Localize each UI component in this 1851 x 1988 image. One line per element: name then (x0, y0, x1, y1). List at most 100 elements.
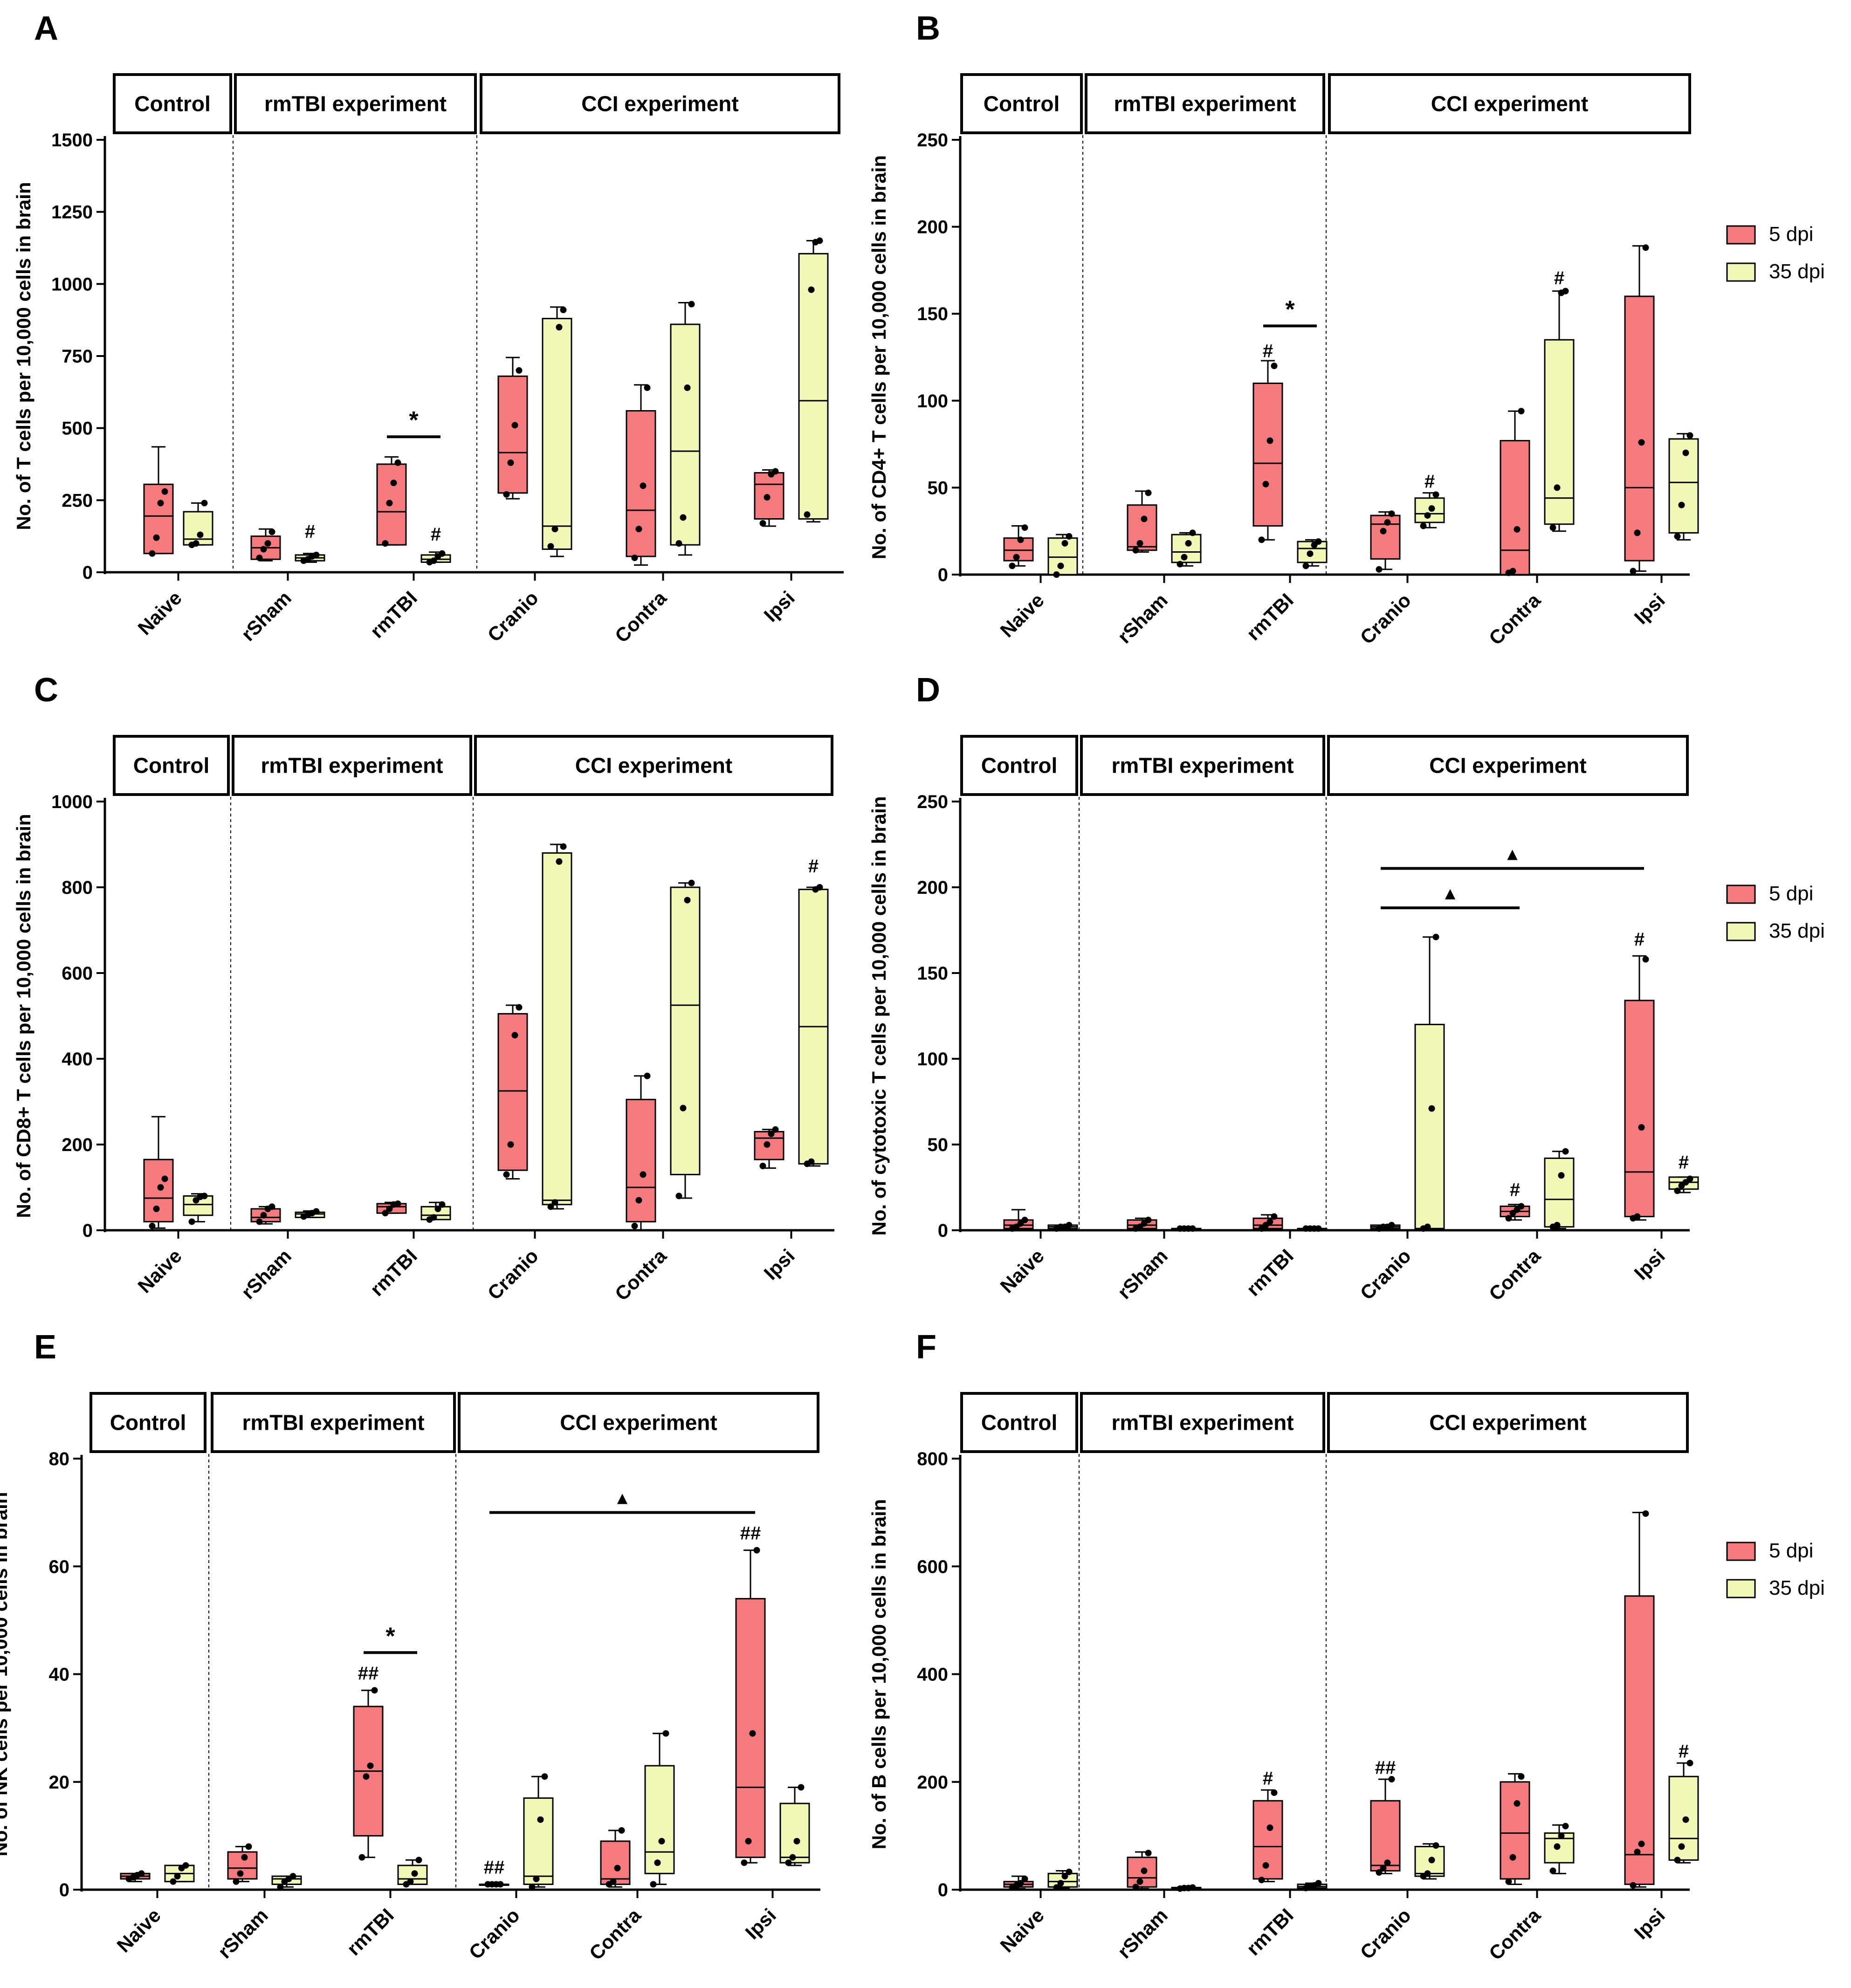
data-point (260, 546, 267, 553)
x-tick-label: rmTBI (343, 1904, 398, 1960)
x-tick-label: Ipsi (1630, 589, 1669, 628)
box-5dpi-rmTBI (1252, 1789, 1283, 1884)
data-point (1682, 1816, 1689, 1823)
data-point (1428, 1857, 1435, 1864)
group-header-box (1080, 1392, 1325, 1453)
group-header-box (89, 1392, 206, 1453)
data-point (1554, 484, 1561, 491)
significance-mark: # (1634, 929, 1645, 950)
data-point (1642, 244, 1649, 251)
y-axis-label: No. of cytotoxic T cells per 10,000 cell… (868, 796, 890, 1235)
y-axis-label: No. of B cells per 10,000 cells in brain (868, 1499, 890, 1850)
data-point (741, 1859, 748, 1866)
data-point (1271, 1213, 1278, 1220)
data-point (1141, 1867, 1148, 1874)
data-point (614, 1865, 621, 1871)
data-point (1558, 1832, 1565, 1839)
box-35dpi-Naive (183, 1193, 213, 1225)
data-point (1066, 1221, 1073, 1228)
data-point (533, 1875, 540, 1882)
box-35dpi-Cranio (523, 1773, 554, 1891)
data-point (1061, 1873, 1068, 1880)
x-tick-label: Naive (112, 1904, 165, 1956)
data-point (635, 526, 642, 533)
data-point (430, 557, 437, 564)
data-point (793, 1837, 800, 1844)
box-35dpi-rSham (271, 1873, 302, 1891)
group-header-box (1080, 735, 1325, 796)
data-point (233, 1878, 240, 1885)
box-5dpi-Contra (626, 384, 656, 566)
data-point (541, 1773, 548, 1780)
data-point (1549, 1867, 1556, 1874)
data-point (808, 1158, 815, 1165)
x-tick-label: Ipsi (759, 587, 798, 626)
data-point (1258, 536, 1265, 543)
box-35dpi-Contra (1544, 288, 1575, 532)
group-header-box (211, 1392, 456, 1453)
y-tick-label: 400 (62, 1049, 93, 1069)
box-35dpi-Contra (670, 301, 701, 556)
panel-letter: F (916, 1329, 936, 1366)
group-header-label: CCI experiment (1431, 92, 1588, 116)
box-5dpi-rmTBI (376, 1200, 407, 1217)
data-point (1388, 1221, 1395, 1228)
x-tick-label: rmTBI (1242, 1245, 1298, 1300)
data-point (1380, 528, 1387, 535)
box-5dpi-Ipsi (1624, 244, 1655, 575)
panel-D: D Control rmTBI experiment CCI experiment 0 5… (868, 672, 1699, 1305)
panel-F: F Control rmTBI experiment CCI experiment 0 2… (868, 1329, 1699, 1964)
data-point (1428, 505, 1435, 512)
data-point (382, 540, 389, 547)
data-point (277, 1884, 284, 1891)
legend-bottom: 5 dpi 35 dpi (1726, 1539, 1825, 1599)
x-tick-label: Naive (996, 589, 1048, 641)
box-35dpi-Cranio (542, 306, 572, 557)
y-tick-label: 150 (917, 304, 948, 324)
group-header-box (113, 735, 230, 796)
data-point (1638, 439, 1645, 446)
data-point (1376, 1869, 1383, 1876)
data-point (789, 1854, 796, 1861)
data-point (138, 1870, 145, 1877)
group-header-label: Control (134, 92, 211, 116)
data-point (367, 1762, 374, 1769)
box-iqr (1127, 504, 1157, 551)
box-5dpi-Contra (600, 1827, 631, 1888)
data-point (1432, 1842, 1439, 1849)
group-header-label: rmTBI experiment (1111, 754, 1294, 778)
box-35dpi-Cranio (1414, 1842, 1445, 1880)
data-point (635, 1197, 642, 1204)
data-point (260, 1212, 267, 1219)
box-5dpi-Naive (1003, 524, 1034, 569)
data-point (1057, 562, 1064, 569)
y-tick-label: 200 (62, 1135, 93, 1155)
data-point (808, 286, 815, 293)
x-tick-label: Cranio (483, 1245, 543, 1304)
panel-letter: D (916, 672, 940, 709)
data-point (1181, 554, 1188, 561)
data-point (1053, 1884, 1060, 1891)
data-point (1634, 529, 1641, 536)
box-35dpi-Contra (644, 1730, 675, 1888)
significance-mark: # (1510, 1179, 1520, 1200)
significance-symbol: * (409, 407, 419, 434)
data-point (264, 540, 271, 547)
data-point (1262, 480, 1269, 487)
y-axis-label: No. of NK cells per 10,000 cells in brai… (0, 1492, 11, 1857)
legend-swatch-5dpi (1726, 1542, 1756, 1561)
data-point (688, 301, 695, 308)
data-point (1145, 1216, 1152, 1223)
box-35dpi-rmTBI (420, 550, 451, 566)
data-point (1518, 1203, 1525, 1210)
x-tick-label: Cranio (1356, 1245, 1415, 1304)
data-point (537, 1816, 544, 1823)
data-point (1057, 1880, 1064, 1887)
data-point (1549, 524, 1556, 531)
data-point (170, 1878, 177, 1885)
box-iqr (523, 1797, 554, 1885)
data-point (1558, 1172, 1565, 1179)
data-point (1509, 568, 1516, 575)
data-point (1424, 1223, 1431, 1230)
box-5dpi-Contra (1500, 1773, 1530, 1885)
